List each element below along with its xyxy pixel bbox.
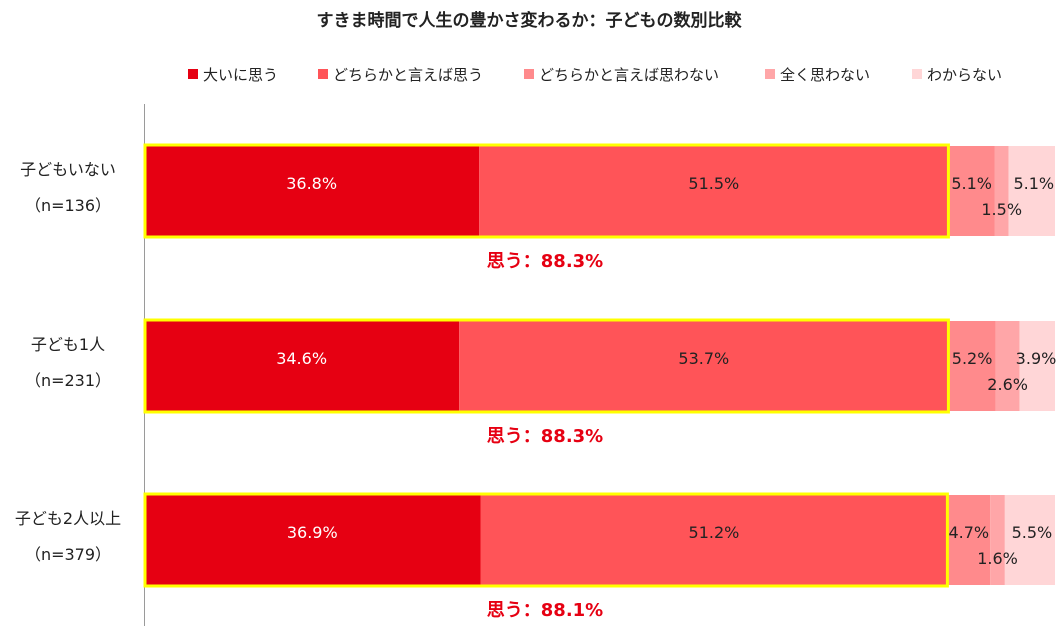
category-n-label: （n=379）	[25, 545, 111, 564]
legend: 大いに思う どちらかと言えば思う どちらかと言えば思わない 全く思わない わからない	[188, 64, 1048, 86]
legend-label: どちらかと言えば思わない	[539, 66, 720, 84]
legend-label: 大いに思う	[203, 66, 279, 84]
data-label: 3.9%	[1016, 349, 1057, 368]
data-label: 36.9%	[287, 523, 338, 542]
legend-item: どちらかと言えば思う	[318, 64, 483, 86]
bar-segment	[144, 146, 480, 236]
bar-segment	[1019, 321, 1055, 411]
data-label: 1.5%	[981, 200, 1022, 219]
bar-segment	[947, 495, 991, 585]
legend-swatch	[318, 69, 328, 79]
bar-segment	[948, 321, 996, 411]
legend-item: わからない	[912, 64, 1002, 86]
legend-swatch	[524, 69, 534, 79]
legend-swatch	[765, 69, 775, 79]
data-label: 5.1%	[951, 174, 992, 193]
bar-segment	[480, 495, 948, 585]
category-label: 子どもいない	[20, 160, 116, 179]
bar-segment	[990, 495, 1005, 585]
bar-segment	[995, 321, 1020, 411]
legend-item: どちらかと言えば思わない	[524, 64, 719, 86]
category-label: 子ども2人以上	[15, 509, 121, 528]
bar-segment	[459, 321, 949, 411]
highlight-label: 思う：88.1%	[487, 600, 603, 621]
bar-segment	[479, 146, 949, 236]
data-label: 5.1%	[1013, 174, 1054, 193]
data-label: 51.2%	[689, 523, 740, 542]
data-label: 53.7%	[678, 349, 729, 368]
category-label: 子ども1人	[31, 335, 105, 354]
bar-segment	[994, 146, 1009, 236]
highlight-box	[143, 318, 950, 414]
data-label: 36.8%	[286, 174, 337, 193]
bar-segment	[1004, 495, 1055, 585]
data-label: 4.7%	[948, 523, 989, 542]
legend-swatch	[188, 69, 198, 79]
legend-item: 全く思わない	[765, 64, 870, 86]
highlight-label: 思う：88.3%	[487, 426, 603, 447]
legend-item: 大いに思う	[188, 64, 278, 86]
highlight-label: 思う：88.3%	[487, 251, 603, 272]
legend-label: 全く思わない	[780, 66, 871, 84]
data-label: 5.5%	[1012, 523, 1053, 542]
bar-segment	[1008, 146, 1055, 236]
legend-label: わからない	[927, 66, 1003, 84]
data-label: 34.6%	[276, 349, 327, 368]
bar-segment	[144, 495, 481, 585]
data-label: 51.5%	[688, 174, 739, 193]
highlight-box	[143, 143, 950, 239]
legend-swatch	[912, 69, 922, 79]
data-label: 2.6%	[987, 375, 1028, 394]
bar-segment	[948, 146, 995, 236]
highlight-box	[143, 492, 949, 588]
bar-segment	[144, 321, 460, 411]
legend-label: どちらかと言えば思う	[333, 66, 484, 84]
category-n-label: （n=231）	[25, 371, 111, 390]
category-n-label: （n=136）	[25, 196, 111, 215]
data-label: 1.6%	[977, 549, 1018, 568]
chart-title: すきま時間で人生の豊かさ変わるか：子どもの数別比較	[316, 11, 742, 31]
data-label: 5.2%	[952, 349, 993, 368]
